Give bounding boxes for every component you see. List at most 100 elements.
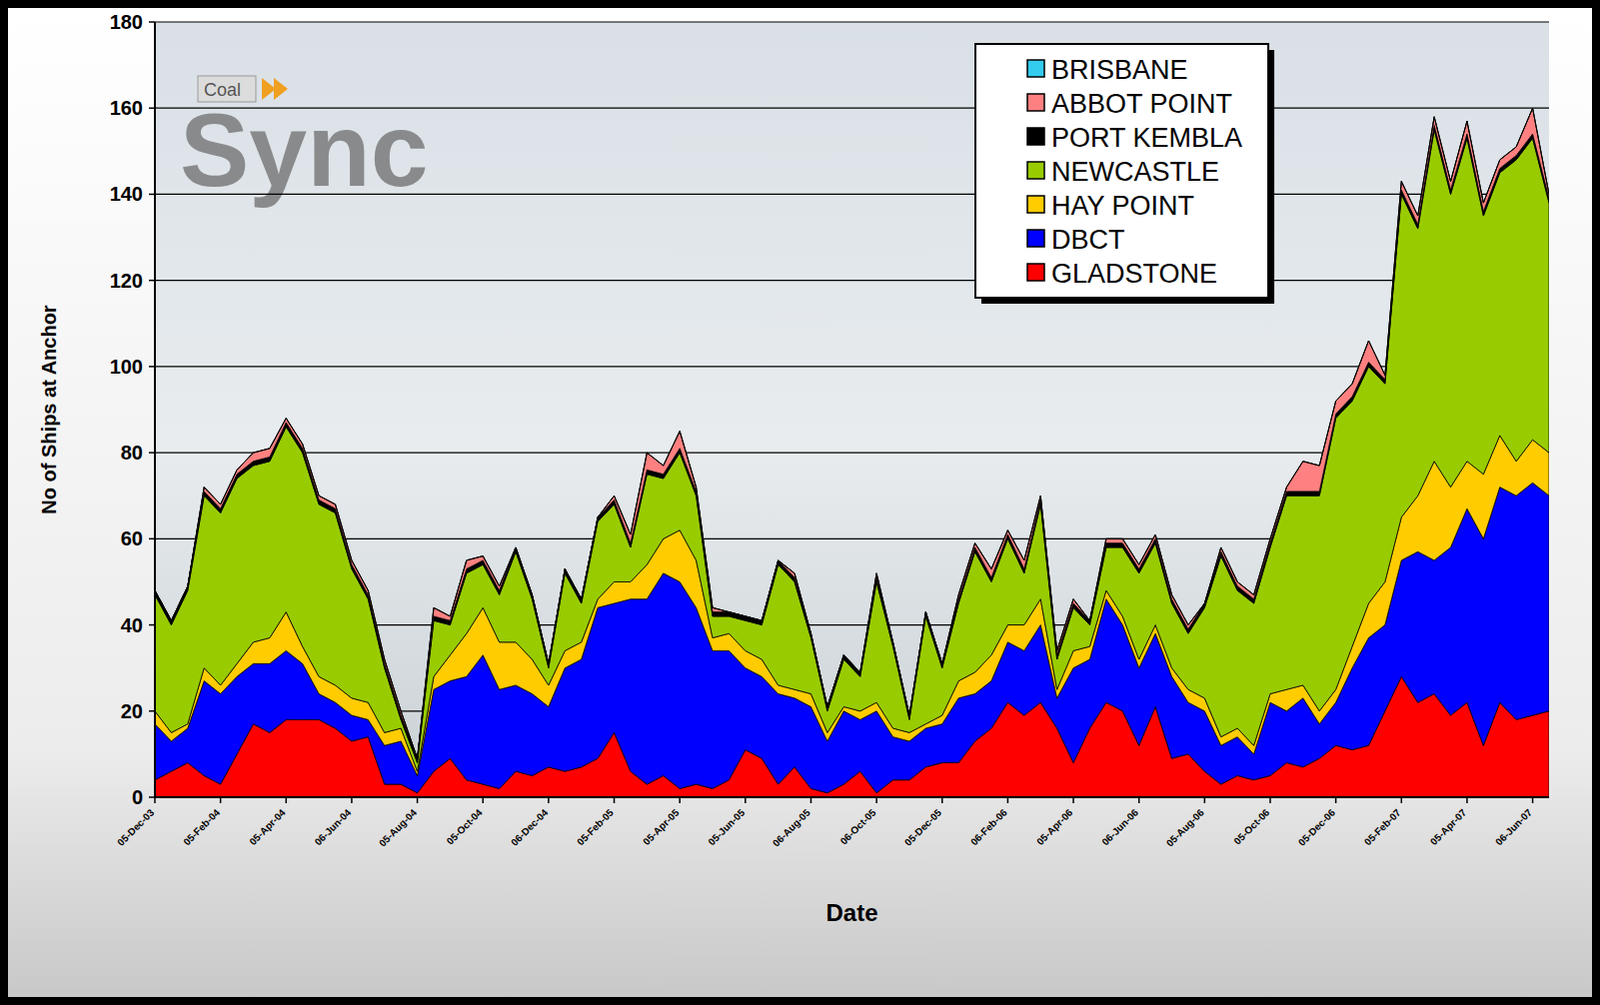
tick-label: 140 — [109, 182, 143, 205]
tick — [148, 279, 155, 282]
tick — [547, 797, 550, 804]
tick — [1335, 797, 1338, 804]
tick-label: 06-Feb-06 — [968, 806, 1010, 848]
tick-label: 05-Aug-04 — [376, 806, 419, 849]
legend-box — [975, 43, 1269, 298]
grid-line — [154, 107, 1550, 109]
legend-label: DBCT — [1051, 224, 1126, 255]
tick-label: 80 — [120, 441, 143, 464]
legend-swatch — [1027, 229, 1045, 247]
tick-label: 0 — [131, 786, 143, 809]
tick-label: 40 — [120, 614, 143, 637]
tick — [1466, 797, 1469, 804]
area — [154, 129, 1550, 772]
grid-line — [154, 365, 1550, 367]
tick — [285, 797, 288, 804]
tick — [1401, 797, 1404, 804]
tick-label: 05-Dec-03 — [114, 806, 156, 848]
tick — [148, 106, 155, 109]
legend-swatch — [1027, 161, 1045, 179]
tick — [744, 797, 747, 804]
tick-label: 06-Dec-04 — [508, 806, 550, 848]
tick — [148, 538, 155, 541]
grid-line — [154, 20, 1550, 22]
tick-label: 05-Apr-05 — [640, 806, 682, 848]
tick-label: 06-Jun-07 — [1493, 806, 1535, 848]
area — [154, 107, 1550, 759]
tick-label: 120 — [109, 269, 143, 292]
tick-label: 160 — [109, 96, 143, 119]
tick-label: 05-Feb-05 — [574, 806, 616, 848]
axis-title: No of Ships at Anchor — [37, 304, 60, 514]
tick — [1072, 797, 1075, 804]
tick — [148, 796, 155, 799]
tick — [148, 193, 155, 196]
tick-label: 20 — [120, 700, 143, 723]
grid-line — [154, 193, 1550, 195]
tick-label: 05-Aug-06 — [1164, 806, 1207, 849]
tick — [810, 797, 813, 804]
tick-label: 05-Dec-05 — [902, 806, 944, 848]
frame — [0, 0, 1600, 1005]
area — [154, 107, 1550, 759]
legend-swatch — [1027, 127, 1045, 145]
tick-label: 06-Jun-04 — [312, 806, 354, 848]
tick — [1204, 797, 1207, 804]
grid-line — [154, 796, 1550, 798]
areas — [154, 107, 1550, 798]
y-axis — [153, 21, 156, 798]
tick — [1269, 797, 1272, 804]
axis-title: Date — [825, 899, 878, 927]
tick — [148, 624, 155, 627]
tick — [350, 797, 353, 804]
tick-label: 60 — [120, 527, 143, 550]
legend-swatch — [1027, 195, 1045, 213]
tick — [153, 797, 156, 804]
tick — [148, 20, 155, 23]
tick — [481, 797, 484, 804]
legend-label: HAY POINT — [1051, 190, 1195, 221]
x-axis — [154, 796, 1550, 799]
legend-label: PORT KEMBLA — [1051, 122, 1243, 153]
legend: BRISBANEABBOT POINTPORT KEMBLANEWCASTLEH… — [975, 43, 1275, 304]
tick — [941, 797, 944, 804]
tick — [219, 797, 222, 804]
tick-label: 06-Jun-06 — [1099, 806, 1141, 848]
tick — [416, 797, 419, 804]
legend-label: BRISBANE — [1051, 54, 1189, 85]
tick-label: 100 — [109, 355, 143, 378]
tick-label: 05-Oct-04 — [444, 806, 485, 847]
tick-label: 06-Aug-05 — [770, 806, 813, 849]
tick — [148, 365, 155, 368]
plot-background — [154, 21, 1550, 798]
tick-label: 05-Apr-04 — [246, 806, 288, 848]
tick — [148, 710, 155, 713]
chart: CoalSync02040608010012014016018005-Dec-0… — [0, 0, 1600, 1005]
logo-text: Sync — [179, 91, 429, 208]
tick-label: 05-Oct-06 — [1231, 806, 1272, 847]
legend-label: ABBOT POINT — [1051, 88, 1233, 119]
tick — [1532, 797, 1535, 804]
legend-label: GLADSTONE — [1051, 258, 1218, 289]
tick-label: 06-Oct-05 — [838, 806, 879, 847]
panel — [7, 7, 1593, 998]
legend-swatch — [1027, 263, 1045, 281]
tick — [875, 797, 878, 804]
grid-line — [154, 279, 1550, 281]
legend-swatch — [1027, 59, 1045, 77]
tick-label: 05-Feb-07 — [1362, 806, 1404, 848]
legend-swatch — [1027, 93, 1045, 111]
tick — [678, 797, 681, 804]
tick-label: 05-Jun-05 — [705, 806, 747, 848]
tick-label: 180 — [109, 10, 143, 33]
tick-label: 05-Apr-07 — [1428, 806, 1470, 848]
tick — [148, 451, 155, 454]
tick — [1138, 797, 1141, 804]
tick-label: 05-Apr-06 — [1034, 806, 1076, 848]
tick — [1007, 797, 1010, 804]
tick-label: 05-Dec-06 — [1296, 806, 1338, 848]
legend-label: NEWCASTLE — [1051, 156, 1220, 187]
tick-label: 05-Feb-04 — [180, 806, 222, 848]
area — [154, 124, 1550, 763]
tick — [613, 797, 616, 804]
